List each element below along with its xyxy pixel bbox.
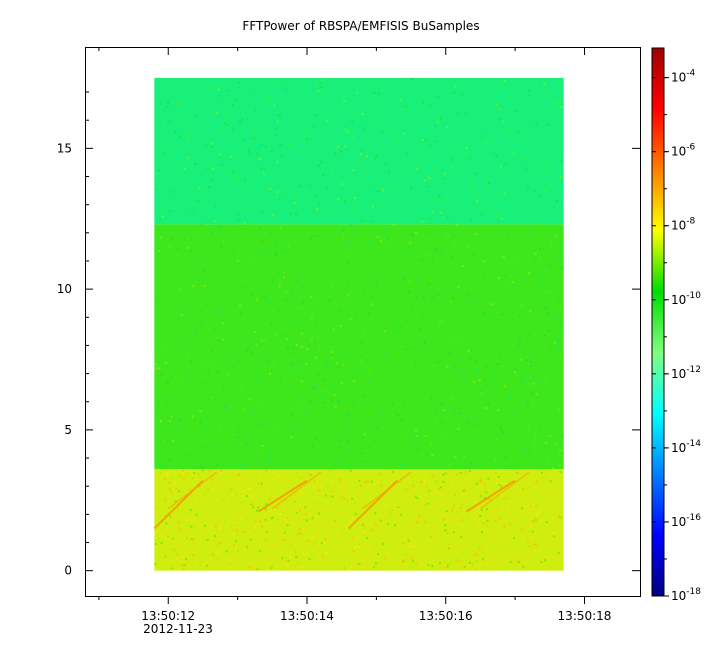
- spectrogram-heatmap: [153, 77, 564, 571]
- y-tick-label: 15: [57, 141, 72, 155]
- power-band-1: [154, 224, 564, 470]
- colorbar-gradient: [651, 47, 665, 597]
- chorus-streak: [479, 471, 530, 510]
- x-axis-date-label: 2012-11-23: [143, 622, 213, 636]
- x-axis: 13:50:12 13:50:14 13:50:16 13:50:18: [98, 47, 612, 623]
- y-axis: 0 5 10 15: [57, 91, 640, 578]
- chorus-streak: [362, 471, 412, 510]
- colorbar-tick-label: 10-14: [671, 439, 701, 455]
- x-tick-label: 13:50:18: [558, 609, 612, 623]
- y-tick-label: 10: [57, 282, 72, 296]
- x-tick-label: 13:50:12: [141, 609, 195, 623]
- colorbar-tick-label: 10-8: [671, 217, 696, 233]
- y-tick-label: 0: [64, 564, 72, 578]
- chorus-streak: [257, 479, 308, 513]
- heatmap-speckle: [154, 78, 564, 571]
- colorbar-tick-label: 10-6: [671, 143, 696, 159]
- colorbar-tick-label: 10-16: [671, 513, 701, 529]
- chorus-streak: [466, 479, 516, 513]
- chart-title: FFTPower of RBSPA/EMFISIS BuSamples: [242, 19, 479, 33]
- colorbar: 10-18 10-16 10-14 10-12 10-10 10-8 10-6 10-4: [651, 47, 701, 603]
- power-band-0: [154, 77, 564, 225]
- y-tick-label: 5: [64, 423, 72, 437]
- colorbar-tick-label: 10-18: [671, 587, 701, 603]
- x-tick-label: 13:50:16: [419, 609, 473, 623]
- chorus-streaks: [153, 471, 530, 530]
- colorbar-tick-label: 10-4: [671, 69, 696, 85]
- colorbar-tick-label: 10-10: [671, 291, 701, 307]
- chorus-streak: [167, 471, 218, 510]
- chorus-streak: [271, 471, 322, 510]
- x-tick-label: 13:50:14: [280, 609, 334, 623]
- colorbar-tick-label: 10-12: [671, 365, 701, 381]
